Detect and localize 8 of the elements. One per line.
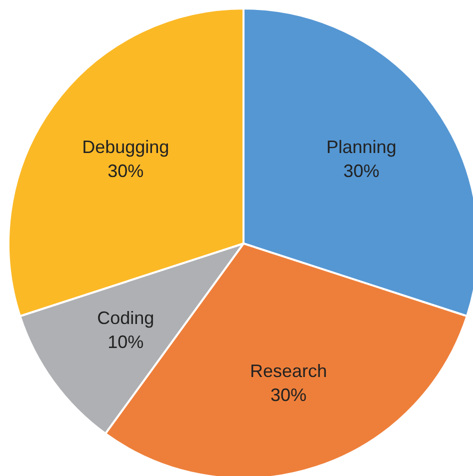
data-label: 30% — [108, 160, 144, 181]
data-label: 30% — [343, 160, 380, 181]
slice-label: Planning — [326, 136, 396, 157]
slice-label: Research — [250, 361, 328, 382]
slice-label: Coding — [97, 308, 154, 328]
data-label: 30% — [270, 385, 307, 406]
data-label: 10% — [108, 332, 144, 352]
slice-label: Debugging — [82, 136, 170, 157]
